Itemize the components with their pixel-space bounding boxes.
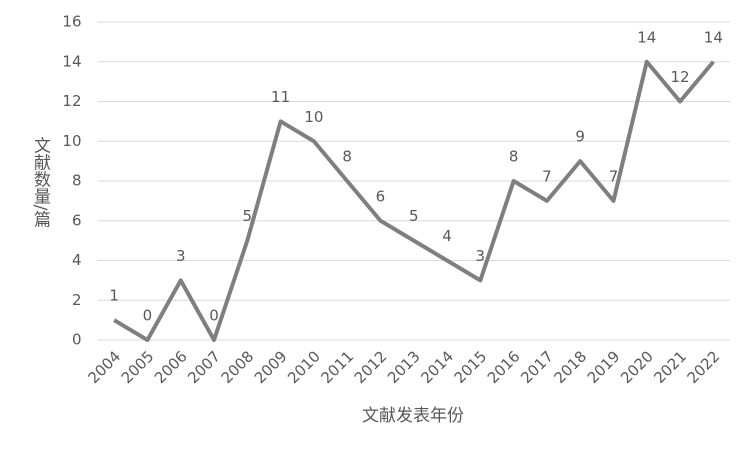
x-tick-label: 2012 [351, 347, 391, 387]
data-label: 7 [609, 167, 619, 185]
x-tick-label: 2006 [151, 347, 191, 387]
y-tick-label: 6 [72, 211, 82, 229]
data-label: 5 [243, 207, 253, 225]
x-tick-label: 2020 [617, 347, 657, 387]
x-tick-label: 2007 [184, 347, 224, 387]
data-label: 5 [409, 207, 419, 225]
data-label: 3 [176, 247, 186, 265]
y-tick-label: 10 [62, 132, 81, 150]
y-tick-label: 2 [72, 291, 82, 309]
y-tick-label: 8 [72, 172, 82, 190]
data-label: 8 [342, 148, 352, 166]
x-tick-label: 2013 [384, 347, 424, 387]
x-tick-label: 2010 [284, 347, 324, 387]
x-tick-label: 2015 [451, 347, 491, 387]
data-label: 0 [209, 307, 219, 325]
x-tick-label: 2019 [584, 347, 624, 387]
x-tick-label: 2018 [550, 347, 590, 387]
x-tick-label: 2009 [251, 347, 291, 387]
x-tick-label: 2021 [650, 347, 690, 387]
x-axis-title: 文献发表年份 [362, 406, 464, 426]
y-axis-title: 文献数量/篇 [30, 137, 51, 228]
y-tick-label: 0 [72, 331, 82, 349]
x-tick-label: 2011 [317, 347, 357, 387]
x-tick-label: 2014 [417, 347, 457, 387]
x-tick-label: 2016 [484, 347, 524, 387]
data-label: 10 [304, 108, 323, 126]
data-label: 14 [637, 28, 656, 46]
x-tick-label: 2008 [218, 347, 258, 387]
y-tick-label: 12 [62, 92, 81, 110]
data-label: 14 [704, 28, 723, 46]
x-tick-label: 2005 [118, 347, 158, 387]
y-tick-label: 16 [62, 13, 81, 31]
x-tick-label: 2022 [684, 347, 724, 387]
data-label: 4 [442, 227, 452, 245]
data-label: 8 [509, 148, 519, 166]
data-line [113, 59, 715, 342]
y-tick-label: 14 [62, 52, 81, 70]
data-label: 6 [376, 187, 386, 205]
x-tick-label: 2004 [84, 347, 124, 387]
data-label: 3 [476, 247, 486, 265]
data-label: 7 [542, 167, 552, 185]
data-label: 11 [271, 88, 290, 106]
x-tick-label: 2017 [517, 347, 557, 387]
data-label: 12 [671, 68, 690, 86]
data-label: 0 [143, 307, 153, 325]
data-label: 9 [575, 128, 585, 146]
y-tick-label: 4 [72, 251, 82, 269]
data-label: 1 [109, 287, 119, 305]
